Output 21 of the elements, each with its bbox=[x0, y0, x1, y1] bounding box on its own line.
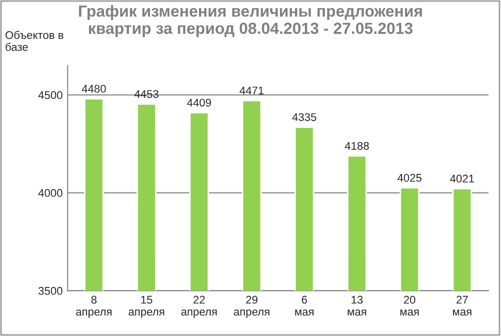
x-tick-label: 27 мая bbox=[453, 296, 472, 316]
data-label: 4480 bbox=[82, 84, 106, 93]
data-label: 4409 bbox=[187, 98, 211, 107]
data-label: 4335 bbox=[292, 113, 316, 122]
data-label: 4188 bbox=[344, 142, 369, 150]
x-tick-label: 8 апреля bbox=[76, 296, 112, 318]
chart-title: График изменения величины предложения квартир за период 08.04.2013 - 27.05.2013 bbox=[79, 5, 422, 38]
x-tick-label: 15 апреля bbox=[128, 296, 164, 318]
data-label: 4453 bbox=[134, 90, 158, 98]
data-label: 4021 bbox=[450, 174, 474, 183]
data-label: 4471 bbox=[240, 86, 264, 94]
y-axis-title: Объектов в базе bbox=[6, 30, 64, 51]
x-tick-label: 22 апреля bbox=[181, 296, 217, 318]
y-tick-label: 4500 bbox=[38, 91, 62, 100]
x-tick-label: 20 мая bbox=[400, 296, 419, 316]
y-tick-label: 4000 bbox=[38, 189, 62, 197]
x-tick-label: 6 мая bbox=[295, 296, 314, 316]
y-tick-label: 3500 bbox=[38, 286, 62, 295]
data-label: 4025 bbox=[397, 174, 422, 182]
x-tick-label: 13 мая bbox=[348, 296, 366, 316]
x-tick-label: 29 апреля bbox=[234, 296, 270, 318]
